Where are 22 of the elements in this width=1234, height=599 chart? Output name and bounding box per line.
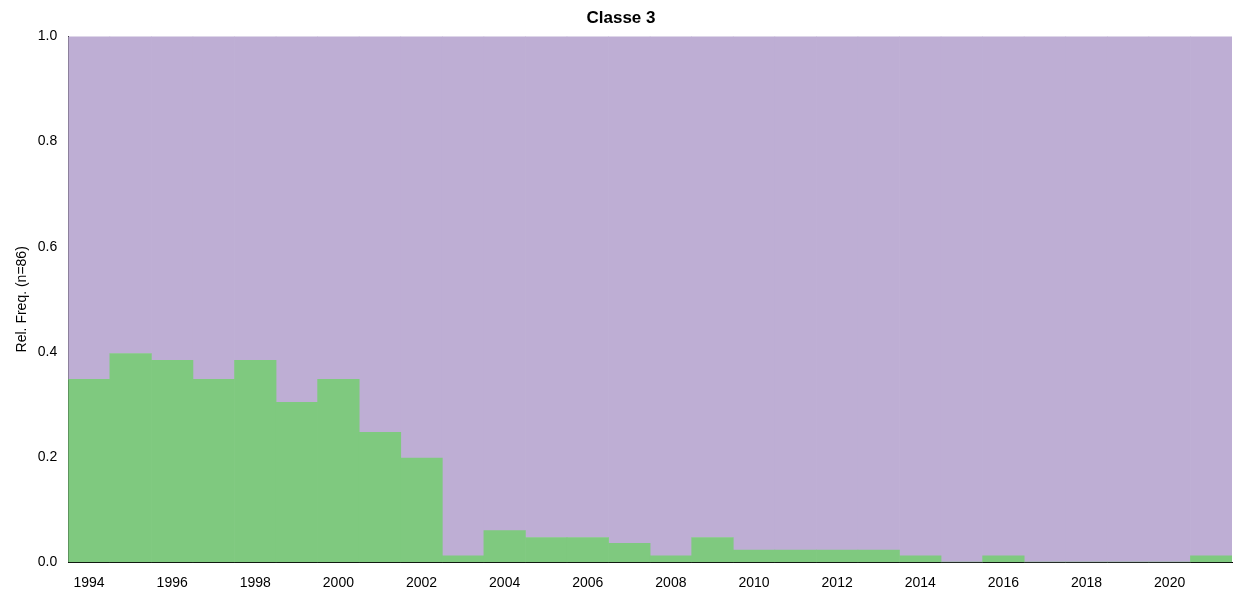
x-tick-label: 2018	[1070, 574, 1103, 591]
y-tick-label: 0.6	[37, 237, 58, 254]
chart-title: Classe 3	[586, 7, 656, 27]
y-tick-label: 0.4	[37, 342, 58, 359]
y-tick-label: 1.0	[37, 27, 58, 44]
y-tick-label: 0.0	[37, 553, 58, 570]
x-tick-label: 2008	[655, 574, 687, 591]
y-axis-title: Rel. Freq. (n=86)	[13, 246, 30, 353]
x-tick-label: 2004	[489, 574, 521, 591]
x-tick-label: 2020	[1154, 574, 1186, 591]
x-tick-label: 1994	[73, 574, 105, 591]
x-tick-label: 2016	[987, 574, 1020, 591]
x-tick-label: 1998	[239, 574, 272, 591]
x-tick-label: 2002	[405, 574, 438, 591]
x-tick-label: 2000	[322, 574, 355, 591]
x-tick-label: 1996	[156, 574, 188, 591]
x-tick-label: 2006	[572, 574, 604, 591]
x-tick-label: 2014	[904, 574, 937, 591]
x-tick-label: 2012	[821, 574, 853, 591]
y-tick-label: 0.2	[37, 447, 58, 464]
y-tick-label: 0.8	[37, 132, 58, 149]
x-tick-label: 2010	[738, 574, 770, 591]
